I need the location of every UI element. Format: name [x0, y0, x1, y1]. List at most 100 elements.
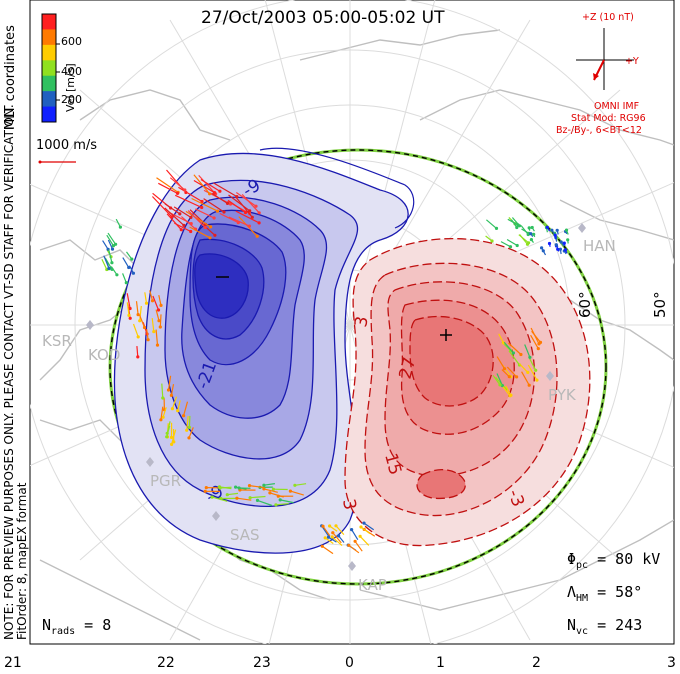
velocity-vector — [101, 259, 108, 270]
vector-origin — [166, 388, 171, 392]
contour-label: -3 — [503, 487, 528, 510]
velocity-vector — [496, 356, 506, 370]
vector-origin — [558, 247, 563, 251]
vector-origin — [189, 222, 193, 226]
velocity-vector — [200, 178, 221, 192]
velocity-vector — [107, 232, 117, 245]
velocity-vector — [149, 290, 154, 301]
vector-origin — [136, 313, 140, 317]
mlt-tick-2: 2 — [532, 655, 541, 671]
vector-origin — [566, 238, 570, 242]
velocity-vector — [151, 196, 173, 218]
colorbar-tick-200: 200 — [61, 93, 82, 106]
latitude-label-50: 50° — [651, 291, 669, 318]
vector-origin — [498, 383, 502, 387]
velocity-vector — [146, 329, 149, 340]
velocity-vector — [171, 429, 177, 445]
velocity-vector — [159, 314, 162, 328]
vector-origin — [159, 418, 163, 422]
velocity-vector — [110, 266, 118, 276]
reference-vector-label: 1000 m/s — [36, 138, 98, 153]
vector-origin — [150, 299, 155, 303]
vector-origin — [247, 224, 251, 228]
vector-origin — [185, 428, 189, 432]
vector-origin — [210, 495, 214, 499]
velocity-vector — [104, 257, 113, 270]
vector-origin — [293, 483, 297, 487]
colorbar-tick-400: 400 — [61, 65, 82, 78]
vector-origin — [337, 534, 341, 538]
velocity-vector — [155, 329, 159, 346]
vector-origin — [540, 246, 544, 250]
vector-origin — [529, 238, 534, 242]
station-kap: KAP — [358, 576, 387, 594]
vector-origin — [538, 340, 543, 344]
vector-origin — [257, 211, 261, 215]
vector-origin — [262, 487, 266, 491]
vector-origin — [114, 242, 118, 246]
vector-origin — [358, 534, 362, 538]
vector-origin — [347, 543, 351, 547]
velocity-vector — [331, 536, 343, 547]
vector-origin — [362, 521, 366, 525]
vector-origin — [255, 498, 260, 502]
vector-origin — [156, 308, 161, 312]
vector-origin — [178, 212, 182, 216]
vector-origin — [330, 535, 334, 539]
velocity-vector — [158, 294, 162, 306]
mlt-tick-21: 21 — [4, 655, 22, 671]
vector-origin — [200, 199, 204, 204]
velocity-vector — [505, 385, 512, 396]
vector-origin — [189, 215, 193, 219]
vector-origin — [515, 225, 519, 230]
velocity-vector — [183, 401, 189, 416]
velocity-vector — [158, 182, 178, 194]
velocity-vector — [195, 208, 215, 219]
velocity-vector — [294, 483, 307, 486]
vector-origin — [508, 245, 513, 249]
velocity-vector — [503, 341, 514, 354]
velocity-vector — [178, 186, 203, 203]
velocity-vector — [122, 257, 130, 268]
imf-z-label: +Z (10 nT) — [582, 12, 634, 23]
fitorder-label: FitOrder: 8, mapEX format — [15, 482, 29, 640]
hm-boundary-latitude: ΛHM = 58° — [567, 583, 643, 604]
vector-origin — [535, 378, 539, 382]
vector-origin — [189, 229, 193, 234]
vector-origin — [159, 303, 163, 307]
velocity-vector — [169, 177, 186, 191]
vector-origin — [288, 489, 292, 493]
vector-origin — [547, 241, 552, 246]
vector-origin — [254, 204, 258, 208]
vector-origin — [170, 215, 174, 219]
positive-cell — [344, 237, 591, 547]
velocity-vector — [106, 234, 114, 247]
velocity-vector — [359, 535, 370, 546]
vector-origin — [257, 221, 261, 225]
velocity-vector — [135, 301, 139, 315]
velocity-vector — [211, 192, 228, 204]
velocity-vector — [496, 373, 503, 386]
imf-y-label: +Y — [625, 56, 639, 67]
n-vc-value: 243 — [615, 616, 643, 634]
velocity-vector — [191, 197, 218, 212]
vector-origin — [110, 247, 115, 251]
vector-origin — [501, 341, 506, 345]
mlt-tick-0: 0 — [345, 655, 354, 671]
vector-origin — [128, 316, 132, 320]
vector-origin — [187, 425, 191, 429]
vector-origin — [170, 407, 174, 411]
colorbar-outline — [41, 13, 57, 123]
vector-origin — [165, 431, 169, 435]
vector-origin — [155, 343, 160, 347]
vector-origin — [218, 189, 222, 193]
velocity-vector — [506, 366, 518, 378]
latitude-label-60: 60° — [576, 291, 594, 318]
vector-origin — [515, 375, 519, 379]
velocity-vector — [519, 363, 529, 373]
velocity-vector — [263, 483, 275, 486]
vector-origin — [255, 234, 259, 238]
velocity-vector — [211, 496, 228, 502]
vector-origin — [136, 355, 140, 359]
